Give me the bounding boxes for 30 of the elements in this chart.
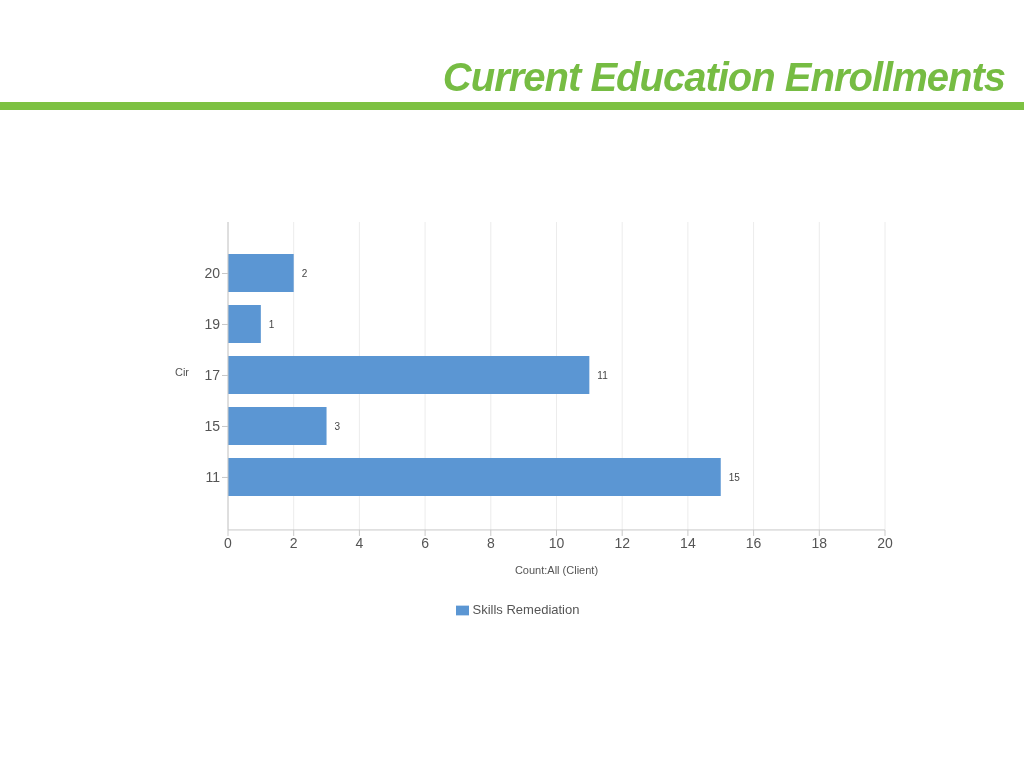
legend-label: Skills Remediation: [472, 601, 580, 617]
y-tick-label: 20: [204, 265, 221, 282]
bar: [228, 355, 590, 394]
x-tick-label: 8: [486, 534, 495, 551]
y-tick-label: 19: [204, 316, 221, 333]
y-tick-label: 15: [204, 418, 221, 435]
y-tick-label: 17: [204, 367, 221, 384]
x-tick-label: 10: [548, 534, 565, 551]
bar: [228, 406, 327, 445]
x-tick-label: 14: [680, 534, 696, 551]
bar: [228, 304, 261, 343]
x-tick-label: 16: [745, 534, 762, 551]
x-tick-label: 12: [614, 534, 631, 551]
x-tick-label: 2: [289, 534, 298, 551]
x-tick-label: 0: [224, 534, 233, 551]
data-label: 15: [728, 471, 741, 483]
y-axis-title: Cir: [174, 365, 190, 378]
data-label: 11: [597, 369, 609, 381]
x-axis-title: Count:All (Client): [514, 563, 599, 576]
y-tick-label: 11: [205, 469, 221, 486]
x-tick-label: 20: [877, 534, 893, 551]
x-tick-label: 4: [355, 534, 364, 551]
data-label: 2: [301, 267, 308, 279]
x-tick-label: 18: [811, 534, 828, 551]
bar: [228, 254, 294, 292]
data-label: 1: [268, 318, 275, 330]
bar: [228, 457, 721, 496]
chart-title: Current Education Enrollments: [442, 54, 1005, 100]
x-tick-label: 6: [421, 534, 430, 551]
data-label: 3: [334, 420, 341, 432]
